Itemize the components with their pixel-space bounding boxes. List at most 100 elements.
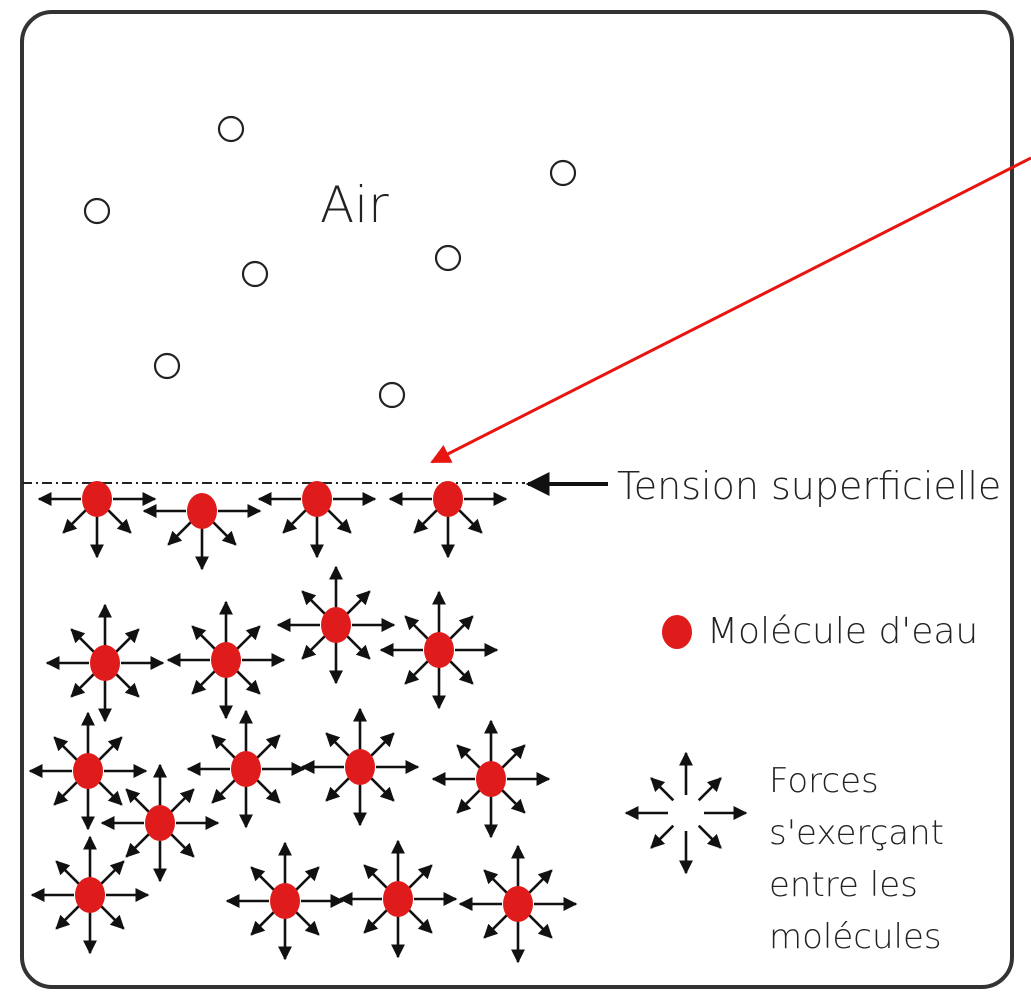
force-arrow <box>346 590 371 615</box>
force-arrow <box>211 779 236 804</box>
force-arrow <box>100 860 125 885</box>
air-molecule-icon <box>434 244 462 272</box>
force-arrow <box>370 777 395 802</box>
force-arrow <box>125 833 150 858</box>
air-molecule-icon <box>217 115 245 143</box>
force-arrow <box>456 744 481 769</box>
force-arrow <box>404 615 429 640</box>
force-arrow <box>62 509 87 534</box>
water-molecule-icon <box>424 632 454 668</box>
force-arrow <box>301 635 326 660</box>
force-arrow <box>363 864 388 889</box>
force-arrow <box>363 909 388 934</box>
force-arrow <box>501 744 526 769</box>
force-arrow <box>167 521 192 546</box>
force-arrow <box>295 911 320 936</box>
force-arrow <box>70 628 95 653</box>
water-molecule-icon <box>90 645 120 681</box>
water-molecule-icon <box>82 481 112 517</box>
force-arrow <box>256 734 281 759</box>
water-molecule-icon <box>145 805 175 841</box>
air-label: Air <box>320 176 389 234</box>
force-arrow <box>125 788 150 813</box>
force-arrow <box>100 905 125 930</box>
force-arrow <box>211 734 236 759</box>
force-arrow <box>212 521 237 546</box>
air-molecule-icon <box>549 159 577 187</box>
force-arrow <box>236 670 261 695</box>
air-molecule-icon <box>241 260 269 288</box>
force-arrow <box>295 866 320 891</box>
surface-tension-label: Tension superficielle <box>617 464 1001 508</box>
force-arrow <box>483 914 508 939</box>
water-molecule-icon <box>503 886 533 922</box>
water-molecule-icon <box>433 481 463 517</box>
force-arrow <box>256 779 281 804</box>
water-molecule-icon <box>302 481 332 517</box>
water-molecule-icon <box>321 607 351 643</box>
force-arrow <box>191 625 216 650</box>
force-arrow <box>483 869 508 894</box>
water-molecules <box>28 481 578 964</box>
legend-forces-line-2: s'exerçant <box>769 813 944 853</box>
legend-forces-icon <box>624 751 748 875</box>
force-arrow <box>115 673 140 698</box>
legend-molecule-icon <box>662 615 692 649</box>
force-arrow <box>98 781 123 806</box>
force-arrow <box>408 864 433 889</box>
water-molecule-icon <box>211 642 241 678</box>
force-arrow <box>191 670 216 695</box>
force-arrow <box>55 905 80 930</box>
force-arrow <box>458 509 483 534</box>
force-arrow <box>346 635 371 660</box>
force-arrow <box>282 509 307 534</box>
water-molecule-icon <box>231 751 261 787</box>
force-arrow <box>107 509 132 534</box>
water-molecule-icon <box>75 877 105 913</box>
water-molecule-icon <box>383 881 413 917</box>
water-molecule-icon <box>73 753 103 789</box>
force-arrow <box>697 777 722 802</box>
force-arrow <box>115 628 140 653</box>
force-arrow <box>53 781 78 806</box>
water-molecule-icon <box>476 761 506 797</box>
force-arrow <box>370 732 395 757</box>
water-molecule-icon <box>345 749 375 785</box>
force-arrow <box>301 590 326 615</box>
water-molecule-icon <box>187 493 217 529</box>
force-arrow <box>449 615 474 640</box>
force-arrow <box>501 789 526 814</box>
force-arrow <box>449 660 474 685</box>
legend-molecule-label: Molécule d'eau <box>707 611 978 652</box>
force-arrow <box>53 736 78 761</box>
diagram-frame <box>20 10 1014 989</box>
water-molecule-icon <box>270 883 300 919</box>
force-arrow <box>325 777 350 802</box>
force-arrow <box>70 673 95 698</box>
force-arrow <box>327 509 352 534</box>
air-molecule-icon <box>378 381 406 409</box>
force-arrow <box>528 869 553 894</box>
force-arrow <box>650 824 675 849</box>
force-arrow <box>170 788 195 813</box>
force-arrow <box>697 824 722 849</box>
force-arrow <box>456 789 481 814</box>
force-arrow <box>250 911 275 936</box>
force-arrow <box>250 866 275 891</box>
air-molecules <box>83 115 577 409</box>
force-arrow <box>98 736 123 761</box>
force-arrow <box>325 732 350 757</box>
red-pointer-arrow <box>430 156 1031 464</box>
legend-forces-line-1: Forces <box>769 761 879 801</box>
legend-forces-line-3: entre les <box>769 865 918 905</box>
force-arrow <box>408 909 433 934</box>
force-arrow <box>528 914 553 939</box>
force-arrow <box>650 777 675 802</box>
force-arrow <box>404 660 429 685</box>
air-molecule-icon <box>83 197 111 225</box>
force-arrow <box>236 625 261 650</box>
air-molecule-icon <box>153 352 181 380</box>
legend-forces-line-4: molécules <box>769 917 942 957</box>
